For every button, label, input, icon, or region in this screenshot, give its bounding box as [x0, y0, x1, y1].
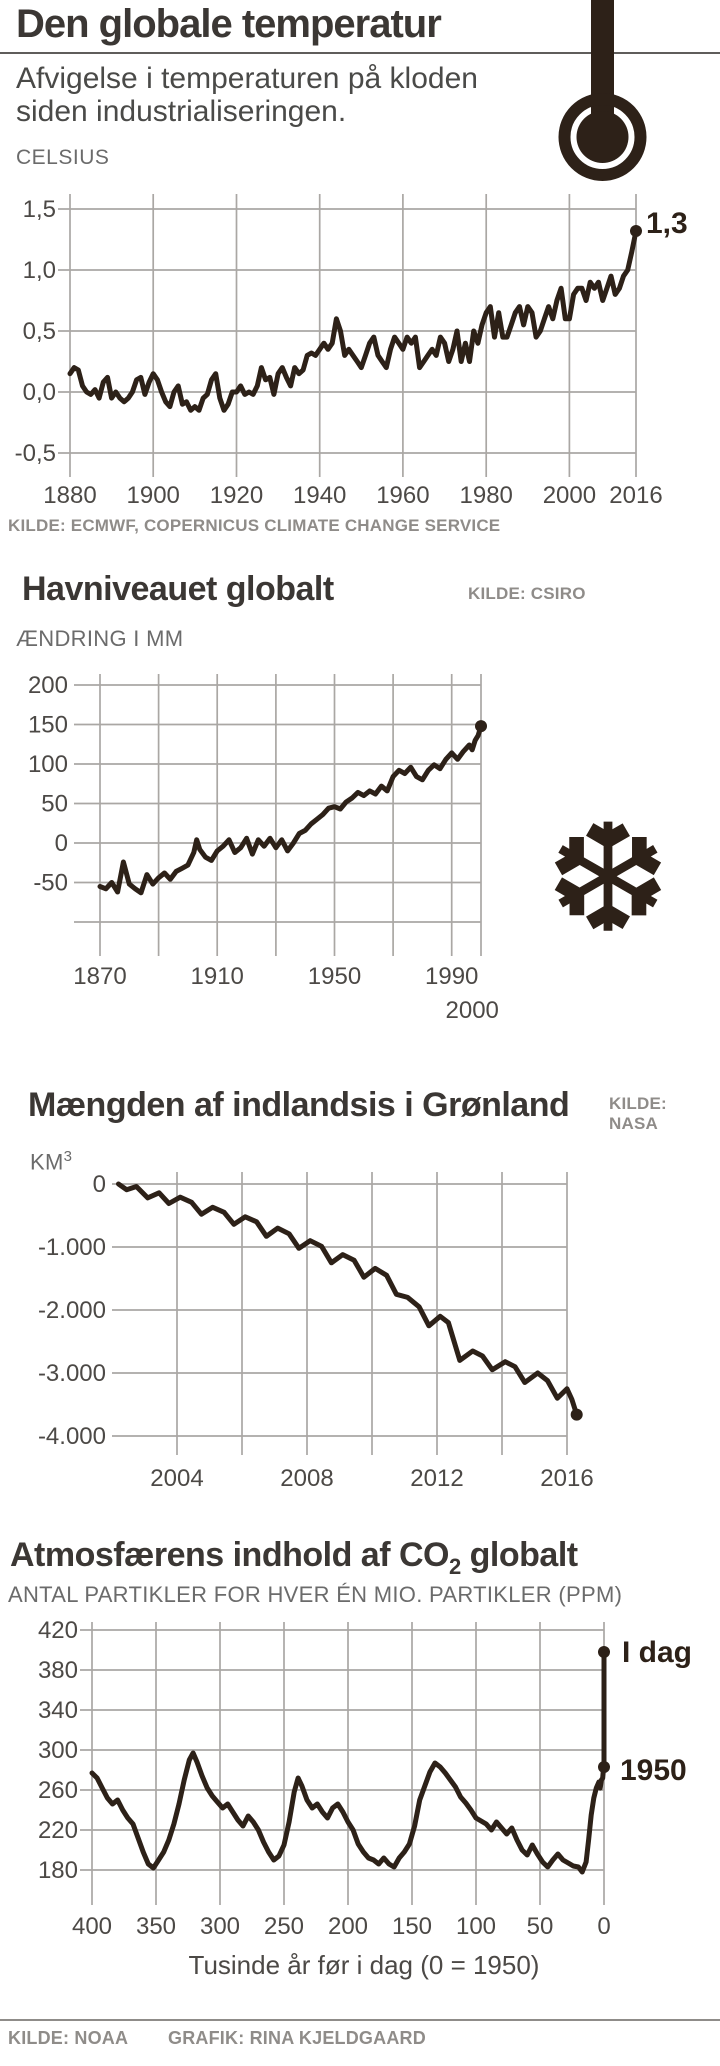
snowflake-icon: ❆	[545, 793, 671, 967]
thermometer-icon	[558, 0, 647, 181]
co2-title-pre: Atmosfærens indhold af CO	[10, 1536, 449, 1574]
chart-temp: 1,5 1,0 0,5 0,0 -0,5 1880 1900 1920 1940 1960 1980…	[15, 194, 663, 509]
svg-text:50: 50	[41, 791, 68, 818]
svg-text:100: 100	[456, 1913, 496, 1940]
svg-text:1950: 1950	[308, 963, 361, 990]
svg-text:2000: 2000	[543, 482, 596, 509]
svg-text:1880: 1880	[43, 482, 96, 509]
temp-chart-source: KILDE: ECMWF, COPERNICUS CLIMATE CHANGE …	[8, 516, 501, 535]
svg-text:1940: 1940	[293, 482, 346, 509]
svg-text:2016: 2016	[540, 1465, 593, 1492]
svg-text:1,5: 1,5	[23, 196, 56, 223]
ice-chart-source: KILDE: NASA	[609, 1094, 667, 1133]
svg-text:2004: 2004	[150, 1465, 203, 1492]
ice-unit-base: KM	[30, 1149, 64, 1175]
svg-text:1900: 1900	[127, 482, 180, 509]
svg-text:1960: 1960	[376, 482, 429, 509]
svg-text:220: 220	[38, 1817, 78, 1844]
svg-text:260: 260	[38, 1777, 78, 1804]
sea-chart-title: Havniveauet globalt	[22, 570, 334, 608]
sea-chart-unit-label: ÆNDRING I MM	[16, 626, 184, 651]
svg-text:50: 50	[527, 1913, 554, 1940]
svg-text:250: 250	[264, 1913, 304, 1940]
svg-text:-1.000: -1.000	[38, 1234, 106, 1261]
svg-text:-3.000: -3.000	[38, 1360, 106, 1387]
svg-text:0: 0	[93, 1171, 106, 1198]
svg-text:200: 200	[28, 672, 68, 699]
svg-text:180: 180	[38, 1857, 78, 1884]
chart-sea: 200 150 100 50 0 -50 1870 1910 1950 1990 2000	[28, 672, 499, 1024]
svg-text:0: 0	[55, 830, 68, 857]
svg-text:400: 400	[72, 1913, 112, 1940]
svg-text:300: 300	[200, 1913, 240, 1940]
co2-title-post: globalt	[460, 1536, 578, 1574]
svg-text:-4.000: -4.000	[38, 1423, 106, 1450]
co2-chart-title: Atmosfærens indhold af CO2 globalt	[10, 1536, 578, 1580]
svg-text:-50: -50	[33, 870, 68, 897]
svg-text:0,0: 0,0	[23, 379, 56, 406]
svg-text:2012: 2012	[410, 1465, 463, 1492]
header-divider	[0, 52, 720, 54]
co2-title-subscript: 2	[448, 1553, 461, 1579]
svg-text:300: 300	[38, 1737, 78, 1764]
ice-chart-title: Mængden af indlandsis i Grønland	[28, 1086, 570, 1124]
ice-unit-superscript: 3	[63, 1148, 73, 1165]
svg-text:1910: 1910	[191, 963, 244, 990]
svg-text:-0,5: -0,5	[15, 440, 56, 467]
svg-text:1870: 1870	[73, 963, 126, 990]
svg-text:200: 200	[328, 1913, 368, 1940]
svg-text:100: 100	[28, 751, 68, 778]
page-subtitle: Afvigelse i temperaturen på kloden siden…	[16, 62, 478, 128]
svg-text:380: 380	[38, 1657, 78, 1684]
svg-text:2008: 2008	[280, 1465, 333, 1492]
svg-text:150: 150	[392, 1913, 432, 1940]
chart-co2: 420 380 340 300 260 220 180 400 350 300 250 200 150 1…	[38, 1617, 611, 1940]
svg-text:350: 350	[136, 1913, 176, 1940]
svg-text:1980: 1980	[460, 482, 513, 509]
co2-1950-label: 1950	[620, 1754, 687, 1787]
subtitle-line-1: Afvigelse i temperaturen på kloden	[16, 62, 478, 95]
chart-ice: 0 -1.000 -2.000 -3.000 -4.000 2004 2008 2012 201…	[38, 1171, 594, 1492]
footer-divider	[0, 2019, 720, 2021]
svg-text:1920: 1920	[210, 482, 263, 509]
svg-text:420: 420	[38, 1617, 78, 1644]
svg-text:340: 340	[38, 1697, 78, 1724]
page-title: Den globale temperatur	[16, 2, 442, 46]
co2-today-label: I dag	[622, 1636, 693, 1669]
temp-end-value-label: 1,3	[646, 207, 688, 240]
svg-text:2016: 2016	[609, 482, 662, 509]
co2-chart-unit-label: ANTAL PARTIKLER FOR HVER ÉN MIO. PARTIKL…	[8, 1582, 623, 1607]
sea-chart-source: KILDE: CSIRO	[468, 584, 586, 603]
footer-source: KILDE: NOAA	[8, 2028, 129, 2048]
ice-chart-unit-label: KM3	[30, 1148, 72, 1175]
svg-text:0,5: 0,5	[23, 318, 56, 345]
svg-text:1,0: 1,0	[23, 257, 56, 284]
svg-text:0: 0	[597, 1913, 610, 1940]
svg-text:-2.000: -2.000	[38, 1297, 106, 1324]
temp-chart-unit-label: CELSIUS	[16, 146, 110, 169]
svg-text:2000: 2000	[446, 997, 499, 1024]
subtitle-line-2: siden industrialiseringen.	[16, 95, 347, 128]
svg-text:1990: 1990	[425, 963, 478, 990]
svg-text:150: 150	[28, 712, 68, 739]
footer-credit: GRAFIK: RINA KJELDGAARD	[168, 2028, 426, 2048]
co2-x-axis-title: Tusinde år før i dag (0 = 1950)	[188, 1950, 540, 1980]
